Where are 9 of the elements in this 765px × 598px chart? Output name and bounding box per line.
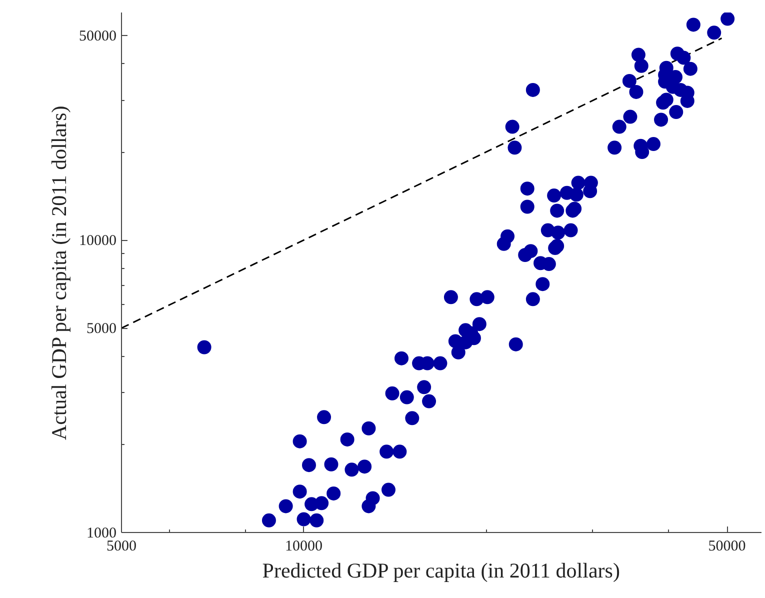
y-tick-label: 1000 bbox=[86, 526, 116, 542]
y-tick-label: 10000 bbox=[79, 233, 116, 250]
y-tick-label: 5000 bbox=[86, 321, 116, 338]
y-tick-label: 50000 bbox=[79, 28, 116, 45]
x-axis-title: Predicted GDP per capita (in 2011 dollars) bbox=[262, 558, 620, 582]
x-tick-label: 10000 bbox=[285, 538, 323, 554]
x-tick-label: 50000 bbox=[708, 538, 746, 554]
y-axis-title: Actual GDP per capita (in 2011 dollars) bbox=[47, 106, 71, 440]
x-tick-label: 5000 bbox=[106, 538, 136, 554]
